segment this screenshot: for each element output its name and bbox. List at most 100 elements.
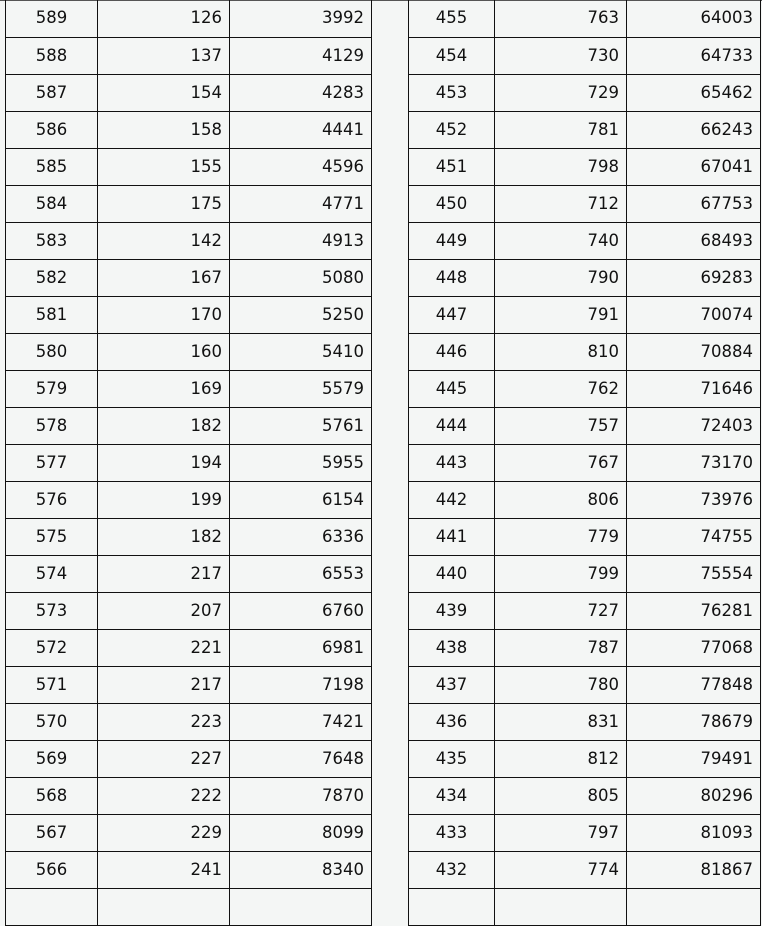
cumulative-cell: 68493 bbox=[626, 221, 761, 260]
table-row: 575 182 6336 bbox=[5, 517, 372, 556]
table-row: 586 158 4441 bbox=[5, 110, 372, 149]
count-cell: 241 bbox=[97, 850, 230, 889]
score-cell: 455 bbox=[408, 0, 495, 38]
cumulative-cell: 5579 bbox=[229, 369, 372, 408]
score-cell: 588 bbox=[5, 36, 98, 75]
table-row: 585 155 4596 bbox=[5, 147, 372, 186]
count-cell: 217 bbox=[97, 665, 230, 704]
table-row: 433 797 81093 bbox=[408, 813, 761, 852]
score-cell: 589 bbox=[5, 0, 98, 38]
table-row: 447 791 70074 bbox=[408, 295, 761, 334]
count-cell: 182 bbox=[97, 517, 230, 556]
count-cell: 182 bbox=[97, 406, 230, 445]
cumulative-cell: 7870 bbox=[229, 776, 372, 815]
score-cell: 572 bbox=[5, 628, 98, 667]
cumulative-cell: 76281 bbox=[626, 591, 761, 630]
top-border bbox=[0, 0, 762, 1]
score-cell: 587 bbox=[5, 73, 98, 112]
empty-cell bbox=[408, 887, 495, 926]
table-row: 451 798 67041 bbox=[408, 147, 761, 186]
cumulative-cell: 77068 bbox=[626, 628, 761, 667]
count-cell: 762 bbox=[494, 369, 627, 408]
count-cell: 227 bbox=[97, 739, 230, 778]
cumulative-cell: 4441 bbox=[229, 110, 372, 149]
table-row: 570 223 7421 bbox=[5, 702, 372, 741]
cumulative-cell: 70074 bbox=[626, 295, 761, 334]
table-row: 584 175 4771 bbox=[5, 184, 372, 223]
count-cell: 137 bbox=[97, 36, 230, 75]
score-cell: 583 bbox=[5, 221, 98, 260]
table-row: 449 740 68493 bbox=[408, 221, 761, 260]
count-cell: 799 bbox=[494, 554, 627, 593]
count-cell: 787 bbox=[494, 628, 627, 667]
table-row: 572 221 6981 bbox=[5, 628, 372, 667]
cumulative-cell: 5955 bbox=[229, 443, 372, 482]
cumulative-cell: 66243 bbox=[626, 110, 761, 149]
cumulative-cell: 74755 bbox=[626, 517, 761, 556]
count-cell: 229 bbox=[97, 813, 230, 852]
cumulative-cell: 5761 bbox=[229, 406, 372, 445]
count-cell: 175 bbox=[97, 184, 230, 223]
score-cell: 432 bbox=[408, 850, 495, 889]
table-row: 439 727 76281 bbox=[408, 591, 761, 630]
count-cell: 154 bbox=[97, 73, 230, 112]
count-cell: 767 bbox=[494, 443, 627, 482]
count-cell: 730 bbox=[494, 36, 627, 75]
cumulative-cell: 6553 bbox=[229, 554, 372, 593]
count-cell: 169 bbox=[97, 369, 230, 408]
table-row: 452 781 66243 bbox=[408, 110, 761, 149]
cumulative-cell: 65462 bbox=[626, 73, 761, 112]
count-cell: 797 bbox=[494, 813, 627, 852]
table-row: 576 199 6154 bbox=[5, 480, 372, 519]
count-cell: 781 bbox=[494, 110, 627, 149]
empty-cell bbox=[5, 887, 98, 926]
table-row: 566 241 8340 bbox=[5, 850, 372, 889]
score-cell: 570 bbox=[5, 702, 98, 741]
score-cell: 566 bbox=[5, 850, 98, 889]
cumulative-cell: 7648 bbox=[229, 739, 372, 778]
cumulative-cell: 6981 bbox=[229, 628, 372, 667]
table-row-partial bbox=[5, 887, 372, 926]
cumulative-cell: 7198 bbox=[229, 665, 372, 704]
cumulative-cell: 72403 bbox=[626, 406, 761, 445]
count-cell: 790 bbox=[494, 258, 627, 297]
score-cell: 447 bbox=[408, 295, 495, 334]
table-row: 436 831 78679 bbox=[408, 702, 761, 741]
cumulative-cell: 71646 bbox=[626, 369, 761, 408]
score-cell: 567 bbox=[5, 813, 98, 852]
score-cell: 438 bbox=[408, 628, 495, 667]
cumulative-cell: 75554 bbox=[626, 554, 761, 593]
count-cell: 727 bbox=[494, 591, 627, 630]
score-cell: 433 bbox=[408, 813, 495, 852]
score-table-right: 455 763 64003 454 730 64733 453 729 65462 452 781 6… bbox=[408, 0, 761, 926]
count-cell: 194 bbox=[97, 443, 230, 482]
count-cell: 158 bbox=[97, 110, 230, 149]
score-cell: 443 bbox=[408, 443, 495, 482]
score-cell: 585 bbox=[5, 147, 98, 186]
table-row: 581 170 5250 bbox=[5, 295, 372, 334]
score-cell: 434 bbox=[408, 776, 495, 815]
count-cell: 170 bbox=[97, 295, 230, 334]
score-cell: 449 bbox=[408, 221, 495, 260]
table-row: 441 779 74755 bbox=[408, 517, 761, 556]
empty-cell bbox=[229, 887, 372, 926]
table-row: 567 229 8099 bbox=[5, 813, 372, 852]
table-row: 587 154 4283 bbox=[5, 73, 372, 112]
table-row: 578 182 5761 bbox=[5, 406, 372, 445]
count-cell: 729 bbox=[494, 73, 627, 112]
table-row: 448 790 69283 bbox=[408, 258, 761, 297]
count-cell: 221 bbox=[97, 628, 230, 667]
score-cell: 580 bbox=[5, 332, 98, 371]
table-row: 454 730 64733 bbox=[408, 36, 761, 75]
table-row: 443 767 73170 bbox=[408, 443, 761, 482]
score-cell: 454 bbox=[408, 36, 495, 75]
score-cell: 439 bbox=[408, 591, 495, 630]
cumulative-cell: 8340 bbox=[229, 850, 372, 889]
table-row: 444 757 72403 bbox=[408, 406, 761, 445]
table-row: 437 780 77848 bbox=[408, 665, 761, 704]
score-cell: 569 bbox=[5, 739, 98, 778]
cumulative-cell: 5250 bbox=[229, 295, 372, 334]
cumulative-cell: 4596 bbox=[229, 147, 372, 186]
cumulative-cell: 79491 bbox=[626, 739, 761, 778]
score-cell: 571 bbox=[5, 665, 98, 704]
